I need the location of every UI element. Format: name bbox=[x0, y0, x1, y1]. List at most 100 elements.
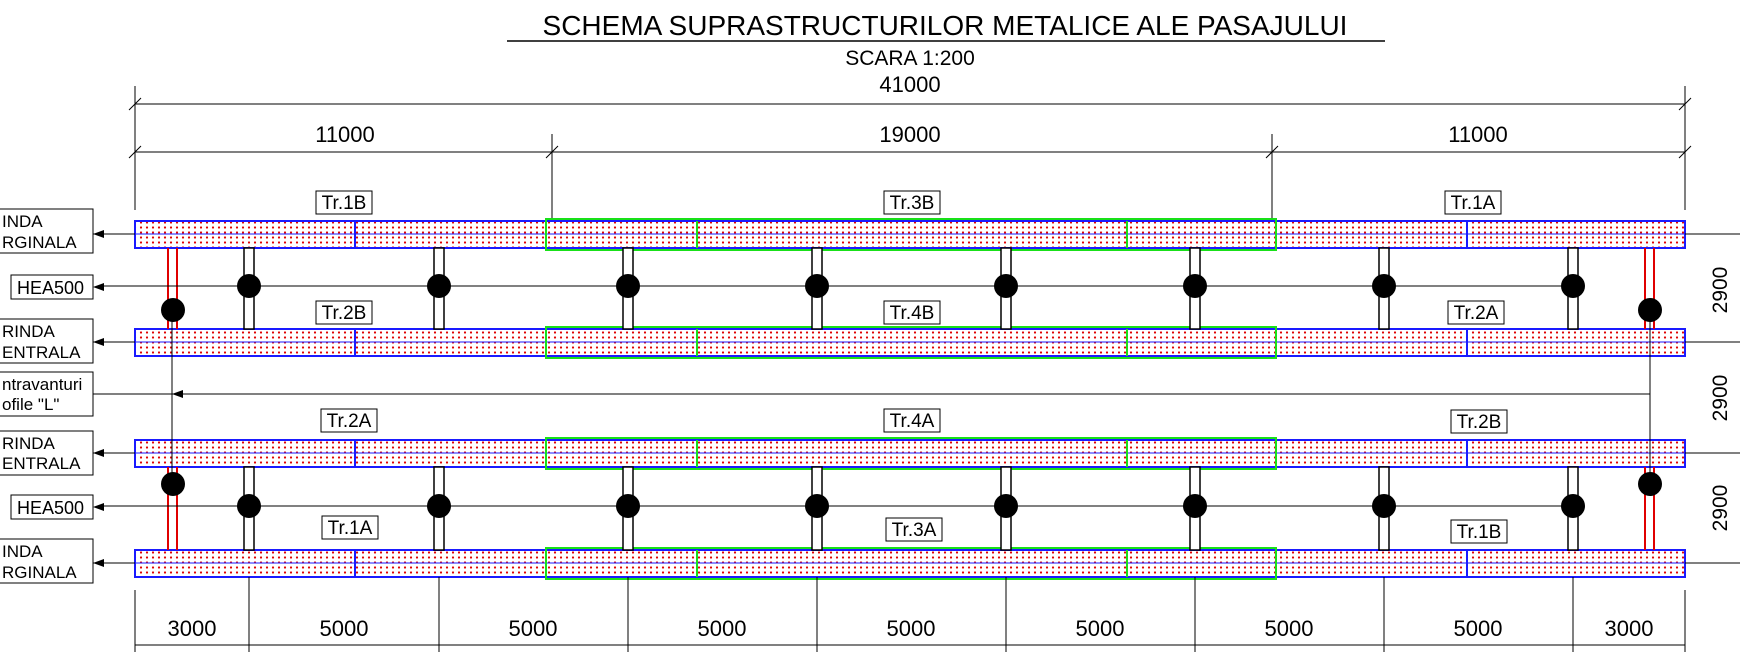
annotation-box bbox=[10, 494, 94, 520]
bottom-dimension: 5000 bbox=[509, 616, 558, 641]
overall-tick-left bbox=[128, 97, 142, 111]
bearing-marker bbox=[1372, 494, 1396, 518]
annotation-box bbox=[0, 318, 94, 364]
annotation-arrow-icon bbox=[93, 230, 104, 238]
girder-row-1 bbox=[134, 218, 1686, 251]
girder-label: Tr.1A bbox=[1451, 193, 1496, 214]
girder-label: Tr.3A bbox=[892, 520, 937, 541]
right-dimension-1: 2900 bbox=[1709, 267, 1732, 314]
annotation-arrow-icon bbox=[172, 390, 183, 398]
girder-label-box bbox=[883, 408, 941, 433]
bottom-dimensions: 3000 5000 5000 5000 5000 5000 5000 5000 … bbox=[134, 577, 1686, 652]
girder-label: Tr.2B bbox=[1457, 412, 1502, 433]
scale-label: SCARA 1:200 bbox=[845, 47, 975, 70]
girder-label-box bbox=[883, 300, 941, 325]
bottom-dimension: 3000 bbox=[1605, 616, 1654, 641]
girder-label: Tr.1B bbox=[322, 193, 367, 214]
annotation-line: ENTRALA bbox=[2, 343, 81, 362]
span-dimension-center: 19000 bbox=[879, 122, 940, 147]
right-dimension-3: 2900 bbox=[1709, 485, 1732, 532]
girder-label-box bbox=[883, 190, 941, 215]
girder-label: Tr.2A bbox=[327, 411, 372, 432]
annotation-line: RGINALA bbox=[2, 563, 77, 582]
bearing-marker bbox=[161, 298, 185, 322]
bearing-marker bbox=[616, 274, 640, 298]
annotation-arrow-icon bbox=[93, 449, 104, 457]
girder-label: Tr.1B bbox=[1457, 522, 1502, 543]
bottom-dimension: 5000 bbox=[1454, 616, 1503, 641]
bottom-dimension: 5000 bbox=[887, 616, 936, 641]
girder-label: Tr.3B bbox=[890, 193, 935, 214]
overall-dimension: 41000 bbox=[879, 72, 940, 97]
bearing-marker bbox=[1183, 274, 1207, 298]
annotation-box bbox=[0, 208, 94, 254]
girder-label-box bbox=[321, 515, 379, 540]
bearing-marker bbox=[1183, 494, 1207, 518]
end-crossbeams bbox=[167, 248, 1655, 550]
annotation-line: ntravanturi bbox=[2, 375, 82, 394]
girder-label: Tr.2B bbox=[322, 303, 367, 324]
girder-row-3-center-span bbox=[545, 437, 1277, 470]
girder-label-box bbox=[315, 190, 373, 215]
annotation-line: RINDA bbox=[2, 434, 56, 453]
bottom-dimension: 5000 bbox=[698, 616, 747, 641]
bottom-dimension: 5000 bbox=[1076, 616, 1125, 641]
annotation-line: RGINALA bbox=[2, 233, 77, 252]
girder-label-box bbox=[315, 300, 373, 325]
girder-label-box bbox=[1450, 409, 1508, 434]
girder-label-box bbox=[320, 408, 378, 433]
annotation-box bbox=[10, 274, 94, 300]
span-tick-3 bbox=[1678, 145, 1692, 159]
bearing-marker bbox=[1561, 494, 1585, 518]
annotation-line: ofile "L" bbox=[2, 395, 59, 414]
annotation-arrow-icon bbox=[93, 503, 104, 511]
bearing-marker bbox=[994, 274, 1018, 298]
girder-label-box bbox=[1444, 190, 1502, 215]
girder-label: Tr.4B bbox=[890, 303, 935, 324]
girder-label-box bbox=[1450, 519, 1508, 544]
bearing-marker bbox=[427, 274, 451, 298]
drawing-title: SCHEMA SUPRASTRUCTURILOR METALICE ALE PA… bbox=[543, 10, 1348, 41]
span-dimension-right: 11000 bbox=[1448, 122, 1508, 147]
annotation-box bbox=[0, 538, 94, 584]
overall-tick-right bbox=[1678, 97, 1692, 111]
girder-label: Tr.2A bbox=[1454, 303, 1499, 324]
annotation-arrow-icon bbox=[93, 559, 104, 567]
bearing-marker bbox=[237, 274, 261, 298]
bearing-marker bbox=[805, 494, 829, 518]
girder-row-3 bbox=[134, 437, 1686, 470]
annotation-line: HEA500 bbox=[17, 498, 84, 518]
annotation-arrow-icon bbox=[93, 338, 104, 346]
span-tick-2 bbox=[1265, 145, 1279, 159]
bearing-marker bbox=[161, 472, 185, 496]
span-dimension-left: 11000 bbox=[315, 122, 375, 147]
annotation-line: INDA bbox=[2, 212, 43, 231]
girder-label-box bbox=[885, 517, 943, 542]
girder-labels: Tr.1B Tr.3B Tr.1A Tr.2B Tr.4B Tr.2A Tr.2… bbox=[315, 190, 1508, 544]
annotation-line: RINDA bbox=[2, 322, 56, 341]
annotation-box bbox=[0, 371, 94, 417]
span-tick-1 bbox=[545, 145, 559, 159]
bearing-marker bbox=[237, 494, 261, 518]
bearing-marker bbox=[1561, 274, 1585, 298]
bottom-dimension: 3000 bbox=[168, 616, 217, 641]
bearing-marker bbox=[427, 494, 451, 518]
girder-label: Tr.4A bbox=[890, 411, 935, 432]
span-tick-0 bbox=[128, 145, 142, 159]
bottom-dimension: 5000 bbox=[1265, 616, 1314, 641]
girder-label: Tr.1A bbox=[328, 518, 373, 539]
annotation-arrow-icon bbox=[93, 283, 104, 291]
annotation-line: ENTRALA bbox=[2, 454, 81, 473]
bearing-markers bbox=[161, 274, 1662, 518]
bearing-marker bbox=[616, 494, 640, 518]
bearing-marker bbox=[1372, 274, 1396, 298]
annotation-line: INDA bbox=[2, 542, 43, 561]
girder-row-4-center-span bbox=[545, 547, 1277, 580]
girder-label-box bbox=[1447, 300, 1505, 325]
bearing-marker bbox=[805, 274, 829, 298]
bearing-marker bbox=[994, 494, 1018, 518]
annotation-box bbox=[0, 430, 94, 476]
girder-row-2-center-span bbox=[545, 326, 1277, 359]
girder-row-2 bbox=[134, 326, 1686, 359]
